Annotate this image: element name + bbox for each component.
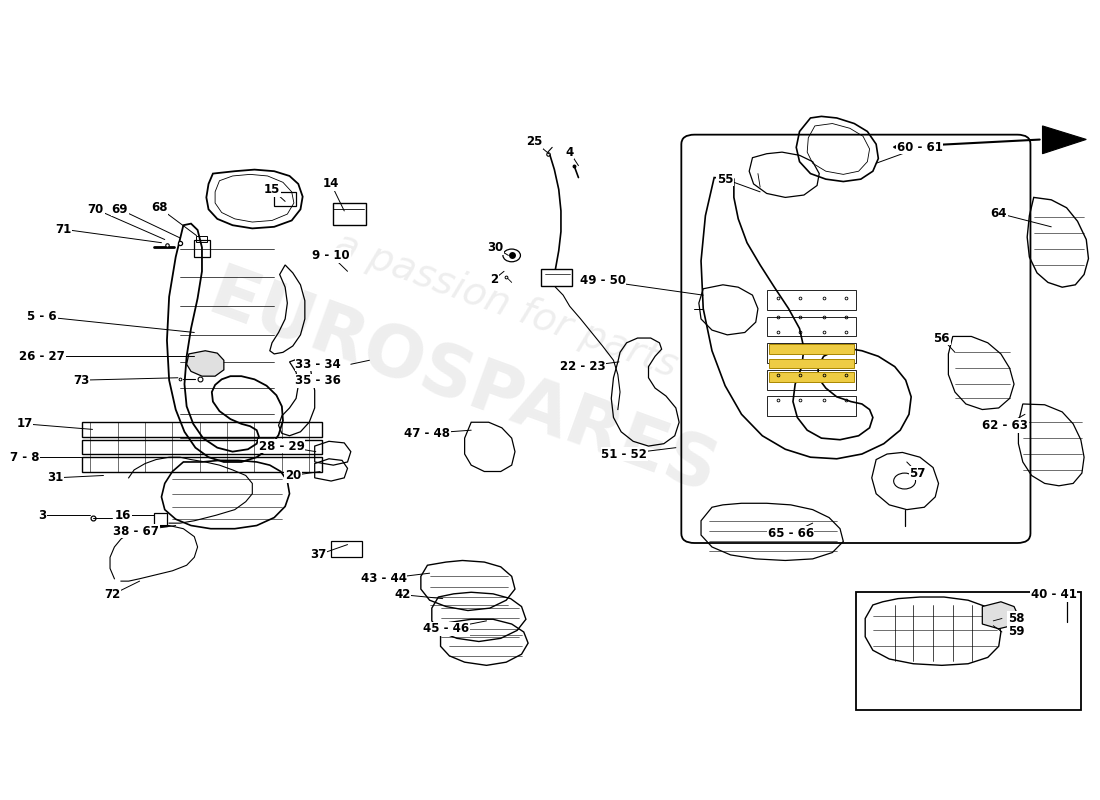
- Text: 69: 69: [111, 203, 128, 216]
- Text: 2: 2: [491, 273, 498, 286]
- Text: 17: 17: [16, 418, 33, 430]
- Text: 22 - 23: 22 - 23: [560, 360, 606, 373]
- Text: 16: 16: [116, 509, 131, 522]
- Text: 26 - 27: 26 - 27: [20, 350, 65, 363]
- Text: a passion for parts: a passion for parts: [329, 225, 683, 385]
- Text: 37: 37: [310, 549, 326, 562]
- Text: 58: 58: [1008, 612, 1024, 625]
- Text: 59: 59: [1008, 626, 1024, 638]
- Text: 38 - 67: 38 - 67: [113, 525, 160, 538]
- Text: 60 - 61: 60 - 61: [896, 141, 943, 154]
- Text: 45 - 46: 45 - 46: [424, 622, 469, 635]
- Text: 40 - 41: 40 - 41: [1031, 588, 1077, 601]
- Text: 35 - 36: 35 - 36: [295, 374, 341, 387]
- Text: 42: 42: [394, 588, 410, 601]
- Bar: [333, 203, 366, 226]
- Bar: [769, 372, 855, 382]
- Bar: [331, 542, 362, 558]
- Text: 73: 73: [74, 374, 90, 386]
- Bar: [767, 290, 857, 310]
- Text: 31: 31: [47, 471, 64, 484]
- Text: 51 - 52: 51 - 52: [602, 447, 648, 461]
- Text: 55: 55: [717, 173, 734, 186]
- Polygon shape: [1043, 126, 1087, 154]
- Text: 72: 72: [104, 588, 120, 601]
- Text: 30: 30: [487, 241, 504, 254]
- Text: 47 - 48: 47 - 48: [405, 427, 450, 440]
- Text: 71: 71: [55, 222, 72, 236]
- Bar: [767, 370, 857, 390]
- Text: 25: 25: [527, 135, 543, 148]
- Polygon shape: [187, 350, 224, 376]
- Text: 56: 56: [934, 331, 950, 345]
- Bar: [81, 457, 322, 471]
- Text: 15: 15: [264, 183, 280, 196]
- Bar: [769, 358, 855, 368]
- Text: 33 - 34: 33 - 34: [295, 358, 341, 370]
- Text: 3: 3: [39, 509, 46, 522]
- Text: 62 - 63: 62 - 63: [982, 419, 1028, 432]
- Text: 7 - 8: 7 - 8: [10, 450, 40, 464]
- Text: 57: 57: [910, 466, 926, 479]
- Polygon shape: [982, 602, 1019, 629]
- Text: 64: 64: [990, 207, 1006, 220]
- Text: 5 - 6: 5 - 6: [28, 310, 57, 323]
- Bar: [769, 344, 855, 354]
- Bar: [81, 422, 322, 437]
- Bar: [274, 192, 296, 206]
- Bar: [195, 239, 210, 257]
- Bar: [857, 592, 1081, 710]
- Text: 49 - 50: 49 - 50: [580, 274, 626, 287]
- Bar: [197, 235, 208, 242]
- Text: 28 - 29: 28 - 29: [258, 439, 305, 453]
- Bar: [767, 342, 857, 362]
- Bar: [154, 513, 167, 526]
- Bar: [767, 396, 857, 416]
- Text: 65 - 66: 65 - 66: [768, 527, 814, 540]
- Bar: [767, 317, 857, 337]
- Text: 20: 20: [285, 469, 301, 482]
- Text: 70: 70: [88, 203, 103, 216]
- Text: 14: 14: [323, 178, 339, 190]
- Bar: [81, 440, 322, 454]
- Text: 43 - 44: 43 - 44: [361, 572, 407, 586]
- Text: 4: 4: [565, 146, 574, 158]
- Bar: [541, 269, 572, 286]
- Text: 9 - 10: 9 - 10: [312, 249, 350, 262]
- Text: 68: 68: [151, 202, 167, 214]
- Text: EUROSPARES: EUROSPARES: [199, 260, 726, 508]
